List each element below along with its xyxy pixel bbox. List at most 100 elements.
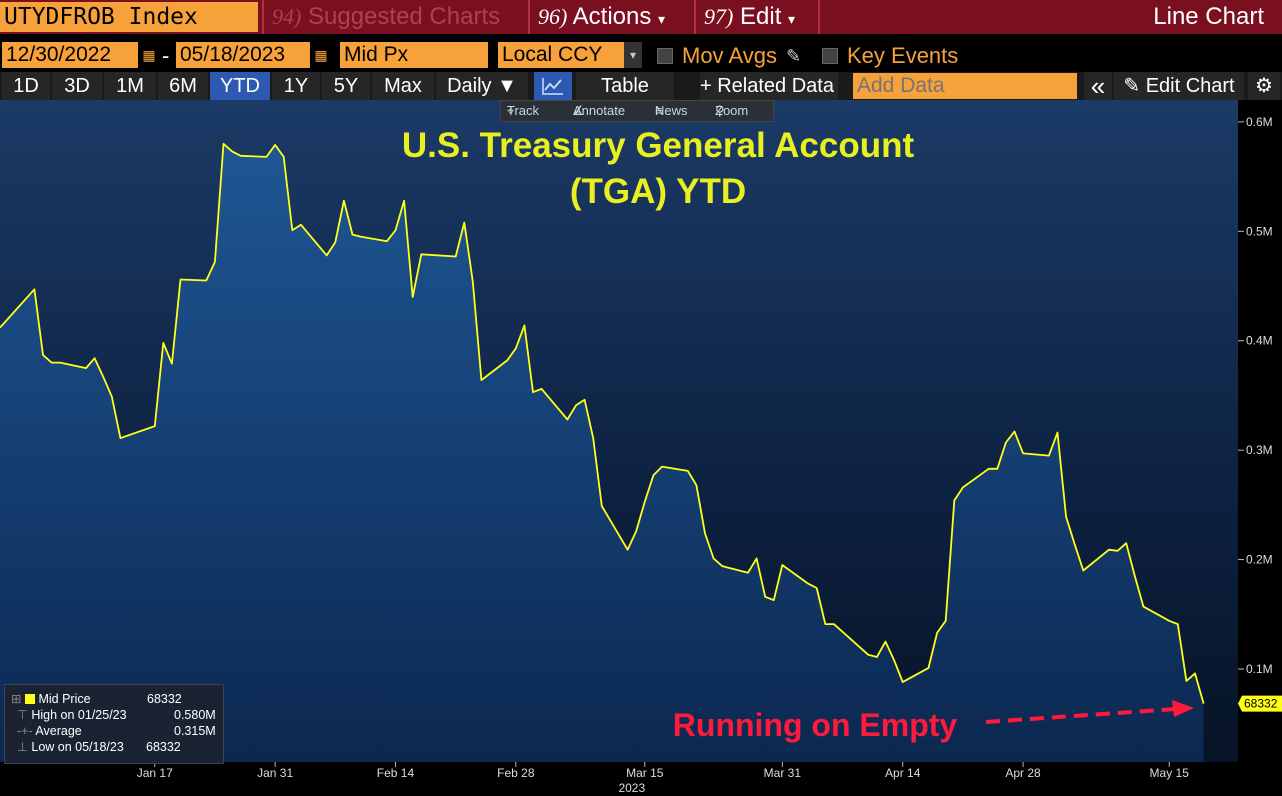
chevron-down-icon: ▾ (624, 42, 642, 68)
x-tick-label: Mar 15 (626, 766, 664, 780)
y-tick-label: 0.1M (1246, 662, 1273, 676)
ticker-field[interactable]: UTYDFROB Index (0, 2, 258, 32)
add-data-input[interactable] (853, 73, 1077, 99)
chart-tools-bar: ⌖ Track ∠ Annotate ≡ News ⚲ Zoom (500, 100, 774, 122)
add-data-field[interactable] (853, 73, 1077, 99)
actions-label: Actions (572, 3, 652, 30)
x-year-label: 2023 (618, 781, 645, 795)
y-tick-label: 0.5M (1246, 224, 1273, 238)
currency-select[interactable]: Local CCY ▾ (498, 42, 642, 68)
line-chart-icon[interactable] (534, 72, 572, 100)
chart-subtitle: (TGA) YTD (570, 172, 746, 211)
tab-max[interactable]: Max (372, 72, 434, 100)
toolbar-divider (528, 0, 530, 34)
price-field-select[interactable]: Mid Px (340, 42, 488, 68)
top-toolbar: UTYDFROB Index 94) Suggested Charts 96) … (0, 0, 1282, 34)
legend-row-high: ⊤ High on 01/25/23 0.580M (17, 707, 216, 723)
tab-6m[interactable]: 6M (158, 72, 208, 100)
y-tick-label: 0.4M (1246, 334, 1273, 348)
legend-swatch (24, 694, 35, 704)
mov-avgs-checkbox[interactable] (657, 48, 673, 64)
x-tick-label: Feb 14 (377, 766, 415, 780)
x-axis-panel (0, 762, 1282, 796)
actions-menu-button[interactable]: 96) Actions ▾ (538, 0, 665, 34)
edit-label: Edit (740, 3, 782, 30)
related-data-button[interactable]: + Related Data (700, 72, 838, 100)
period-tabs-row: 1D 3D 1M 6M YTD 1Y 5Y Max Daily ▼ Table … (0, 72, 1282, 100)
currency-label: Local CCY (502, 43, 603, 66)
y-tick-label: 0.2M (1246, 553, 1273, 567)
tab-1y[interactable]: 1Y (272, 72, 320, 100)
high-marker-icon: ⊤ (17, 708, 28, 722)
average-marker-icon: -+- (17, 724, 33, 738)
legend-low-value: 68332 (146, 740, 181, 754)
legend-high-label: High on 01/25/23 (31, 708, 127, 722)
last-value-tag (1238, 695, 1282, 712)
line-chart-glyph (542, 78, 563, 95)
pencil-icon[interactable]: ✎ (786, 46, 802, 66)
edit-number: 97) (704, 4, 734, 29)
legend-grid-icon: ⊞ (11, 692, 22, 706)
chart-mode-label: Line Chart (1153, 3, 1264, 30)
edit-menu-button[interactable]: 97) Edit ▾ (704, 0, 795, 34)
frequency-dropdown[interactable]: Daily ▼ (436, 72, 528, 100)
x-tick-label: Jan 31 (257, 766, 293, 780)
legend-low-label: Low on 05/18/23 (31, 740, 124, 754)
legend-mid-value: 68332 (147, 692, 182, 706)
key-events-checkbox[interactable] (822, 48, 838, 64)
legend-high-value: 0.580M (174, 708, 216, 722)
toolbar-divider (818, 0, 820, 34)
toolbar-divider (262, 0, 264, 34)
y-tick-label: 0.6M (1246, 115, 1273, 129)
gear-icon[interactable]: ⚙ (1248, 72, 1280, 100)
edit-chart-button[interactable]: ✎ Edit Chart (1114, 72, 1244, 100)
end-date-field[interactable]: 05/18/2023 (176, 42, 310, 68)
legend-box: ⊞ Mid Price 68332 ⊤ High on 01/25/23 0.5… (4, 684, 224, 764)
pencil-icon: ∠ (573, 103, 585, 118)
annotation-arrowhead (1172, 700, 1194, 717)
suggested-charts-label: Suggested Charts (308, 3, 501, 30)
annotate-label: Annotate (573, 103, 626, 118)
annotation-arrow-line (985, 707, 1177, 724)
key-events-label: Key Events (847, 43, 959, 68)
running-on-empty-annotation: Running on Empty (673, 707, 958, 743)
y-tick-label: 0.3M (1246, 443, 1273, 457)
tab-5y[interactable]: 5Y (322, 72, 370, 100)
calendar-icon[interactable]: ▦ (140, 44, 158, 66)
low-marker-icon: ⊥ (17, 740, 28, 754)
news-label: News (655, 103, 688, 118)
suggested-charts-button[interactable]: 94) Suggested Charts (272, 0, 500, 34)
x-tick-label: Apr 14 (885, 766, 921, 780)
legend-row-mid: ⊞ Mid Price 68332 (11, 691, 182, 707)
tab-3d[interactable]: 3D (52, 72, 102, 100)
mov-avgs-label: Mov Avgs (682, 43, 777, 68)
legend-mid-label: Mid Price (38, 692, 91, 706)
table-button[interactable]: Table (576, 72, 674, 100)
legend-average-label: Average (35, 724, 82, 738)
chevron-down-icon: ▾ (658, 11, 666, 27)
chart-title: U.S. Treasury General Account (402, 126, 915, 165)
tab-ytd[interactable]: YTD (210, 72, 270, 100)
settings-row: 12/30/2022 ▦ - 05/18/2023 ▦ Mid Px Local… (0, 42, 1282, 70)
legend-average-value: 0.315M (174, 724, 216, 738)
actions-number: 96) (538, 4, 568, 29)
crosshair-icon: ⌖ (507, 103, 515, 118)
collapse-icon[interactable]: « (1084, 72, 1112, 100)
x-tick-label: Jan 17 (137, 766, 173, 780)
news-icon: ≡ (655, 103, 663, 118)
x-tick-label: May 15 (1150, 766, 1190, 780)
series-area-fill (0, 143, 1204, 763)
tab-1m[interactable]: 1M (104, 72, 156, 100)
track-label: Track (507, 103, 540, 118)
calendar-icon[interactable]: ▦ (312, 44, 330, 66)
series-line (0, 142, 1205, 704)
last-value-label: 68332 (1244, 697, 1278, 711)
tab-1d[interactable]: 1D (2, 72, 50, 100)
legend-row-low: ⊥ Low on 05/18/23 68332 (17, 739, 181, 755)
start-date-field[interactable]: 12/30/2022 (2, 42, 138, 68)
magnifier-icon: ⚲ (715, 103, 725, 118)
toolbar-divider (694, 0, 696, 34)
legend-row-average: -+- Average 0.315M (17, 723, 216, 739)
zoom-label: Zoom (715, 103, 749, 118)
x-tick-label: Feb 28 (497, 766, 535, 780)
